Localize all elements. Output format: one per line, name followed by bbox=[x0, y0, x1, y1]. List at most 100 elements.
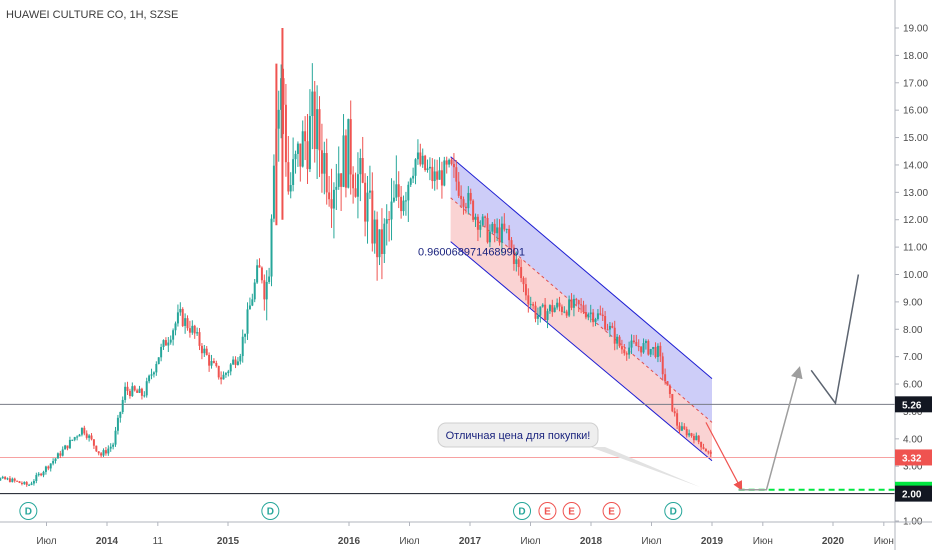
y-tick-label: 11.00 bbox=[903, 243, 928, 254]
candle-body bbox=[412, 175, 415, 179]
x-tick-label: Июн bbox=[753, 536, 773, 547]
candle-body bbox=[210, 361, 213, 366]
candle-body bbox=[481, 216, 484, 225]
candle-body bbox=[112, 444, 115, 447]
candle-body bbox=[44, 466, 47, 472]
price-label-text: 5.26 bbox=[902, 400, 922, 411]
candle-body bbox=[248, 305, 251, 310]
candle-body bbox=[604, 316, 607, 330]
candle-body bbox=[205, 348, 208, 355]
candle-body bbox=[404, 200, 407, 202]
candle-body bbox=[580, 304, 583, 306]
candle-body bbox=[577, 300, 580, 305]
candle-body bbox=[601, 314, 604, 317]
candle-body bbox=[200, 345, 203, 354]
candle-body bbox=[162, 340, 165, 347]
candle-body bbox=[673, 411, 676, 414]
candle-body bbox=[174, 323, 177, 331]
candle-body bbox=[505, 228, 508, 230]
candle-body bbox=[407, 184, 410, 201]
event-badge-letter: E bbox=[568, 507, 575, 518]
candle-body bbox=[25, 482, 28, 485]
candle-body bbox=[452, 163, 455, 168]
event-badge-letter: D bbox=[670, 507, 677, 518]
candle-body bbox=[529, 304, 532, 306]
candle-body bbox=[32, 480, 35, 484]
candle-body bbox=[496, 227, 499, 234]
candle-body bbox=[448, 159, 451, 165]
candle-body bbox=[52, 461, 55, 464]
candle-body bbox=[90, 435, 93, 440]
candle-body bbox=[124, 386, 127, 400]
candle-body bbox=[47, 466, 50, 469]
candle-body bbox=[220, 377, 223, 380]
candle-body bbox=[366, 192, 369, 222]
candle-body bbox=[328, 192, 331, 200]
x-tick-label: Июл bbox=[641, 536, 661, 547]
candle-body bbox=[462, 199, 465, 207]
candle-body bbox=[659, 345, 662, 357]
candle-body bbox=[121, 399, 124, 412]
candle-body bbox=[193, 325, 196, 334]
projection-grey-arrow bbox=[738, 366, 803, 491]
candle-body bbox=[56, 453, 59, 459]
candle-body bbox=[37, 473, 40, 476]
candle-body bbox=[692, 435, 695, 441]
event-badge-d[interactable]: D bbox=[261, 502, 280, 520]
candle-body bbox=[148, 375, 151, 382]
candle-body bbox=[20, 482, 23, 484]
candle-body bbox=[311, 91, 314, 117]
time-axis[interactable]: Июл 2014 11 2015 2016 Июл 2017 Июл 2018 Июл 2019 Ию… bbox=[0, 521, 932, 547]
candle-body bbox=[635, 342, 638, 347]
candle-body bbox=[649, 348, 652, 355]
callout-annotation[interactable]: Отличная цена для покупки! bbox=[437, 422, 700, 487]
candle-body bbox=[64, 445, 67, 450]
event-badge-d[interactable]: D bbox=[664, 502, 683, 520]
candle-body bbox=[467, 192, 470, 209]
candle-body bbox=[49, 463, 52, 469]
candle-body bbox=[107, 448, 110, 454]
event-badge-e[interactable]: E bbox=[562, 502, 581, 520]
candle-body bbox=[232, 359, 235, 365]
candle-body bbox=[500, 223, 503, 243]
candle-body bbox=[284, 104, 287, 163]
event-badge-d[interactable]: D bbox=[513, 502, 532, 520]
candle-body bbox=[589, 312, 592, 315]
candle-body bbox=[596, 313, 599, 320]
candle-body bbox=[68, 439, 71, 449]
candle-body bbox=[421, 155, 424, 165]
candle-body bbox=[116, 417, 119, 431]
y-tick-label: 18.00 bbox=[903, 51, 928, 62]
candle-body bbox=[390, 201, 393, 220]
candle-body bbox=[306, 141, 309, 170]
candle-body bbox=[246, 309, 249, 334]
candle-body bbox=[280, 78, 283, 110]
candle-body bbox=[301, 131, 304, 167]
event-badge-d[interactable]: D bbox=[19, 502, 38, 520]
candle-body bbox=[515, 259, 518, 264]
candle-body bbox=[611, 325, 614, 328]
candle-body bbox=[229, 364, 232, 372]
candle-body bbox=[433, 171, 436, 182]
candle-body bbox=[385, 219, 388, 224]
candle-body bbox=[18, 481, 21, 483]
candle-body bbox=[164, 340, 167, 346]
x-tick-label: 2018 bbox=[580, 536, 603, 547]
candle-body bbox=[188, 328, 191, 333]
event-badge-e[interactable]: E bbox=[538, 502, 557, 520]
x-tick-label: 2020 bbox=[822, 536, 845, 547]
event-badge-circle bbox=[261, 502, 280, 520]
candle-body bbox=[527, 295, 530, 305]
candle-body bbox=[534, 305, 537, 319]
candle-body bbox=[476, 216, 479, 230]
candle-body bbox=[186, 318, 189, 329]
candle-body bbox=[392, 197, 395, 202]
event-badge-e[interactable]: E bbox=[602, 502, 621, 520]
candle-body bbox=[640, 346, 643, 353]
price-label-box bbox=[895, 396, 932, 413]
price-labels: 5.263.322.142.00 bbox=[895, 396, 932, 502]
candle-body bbox=[347, 119, 350, 188]
